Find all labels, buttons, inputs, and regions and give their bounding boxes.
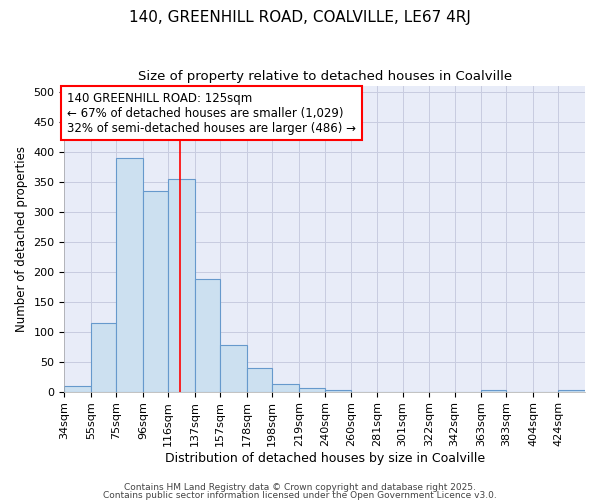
X-axis label: Distribution of detached houses by size in Coalville: Distribution of detached houses by size … [164,452,485,465]
Bar [247,368,272,392]
Bar [559,390,585,392]
Bar [299,388,325,392]
Text: 140, GREENHILL ROAD, COALVILLE, LE67 4RJ: 140, GREENHILL ROAD, COALVILLE, LE67 4RJ [129,10,471,25]
Bar [64,386,91,392]
Text: 140 GREENHILL ROAD: 125sqm
← 67% of detached houses are smaller (1,029)
32% of s: 140 GREENHILL ROAD: 125sqm ← 67% of deta… [67,92,356,134]
Bar [220,345,247,392]
Text: Contains HM Land Registry data © Crown copyright and database right 2025.: Contains HM Land Registry data © Crown c… [124,484,476,492]
Title: Size of property relative to detached houses in Coalville: Size of property relative to detached ho… [137,70,512,83]
Bar [325,390,350,392]
Bar [272,384,299,392]
Bar [481,390,506,392]
Bar [143,190,168,392]
Text: Contains public sector information licensed under the Open Government Licence v3: Contains public sector information licen… [103,490,497,500]
Bar [195,279,220,392]
Y-axis label: Number of detached properties: Number of detached properties [15,146,28,332]
Bar [91,322,116,392]
Bar [116,158,143,392]
Bar [168,178,195,392]
